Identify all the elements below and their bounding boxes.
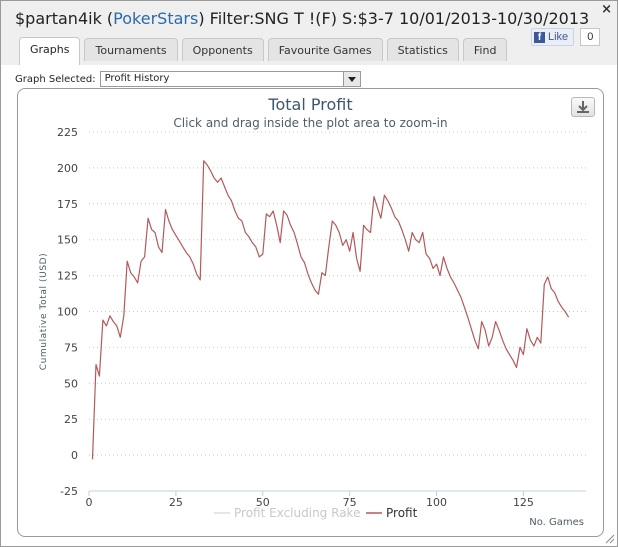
y-tick-label: 100 [57, 306, 78, 319]
y-tick-label: 0 [71, 449, 78, 462]
y-tick-label: 50 [64, 377, 78, 390]
y-tick-label: 175 [57, 198, 78, 211]
filter-text: Filter:SNG T !(F) S:$3-7 10/01/2013-10/3… [209, 9, 590, 28]
x-tick-label: 50 [256, 496, 270, 509]
y-tick-label: 200 [57, 162, 78, 175]
tab-statistics[interactable]: Statistics [386, 38, 459, 61]
site-name[interactable]: PokerStars [113, 9, 199, 28]
facebook-like-button[interactable]: f Like [531, 28, 575, 46]
tab-tournaments[interactable]: Tournaments [84, 38, 178, 61]
tab-bar: Graphs Tournaments Opponents Favourite G… [19, 37, 511, 65]
window-header: $partan4ik (PokerStars) Filter:SNG T !(F… [1, 1, 617, 65]
facebook-logo-icon: f [534, 31, 545, 43]
profit-chart[interactable]: -25 0 25 50 75 100 125 150 175 200 225 0 25 50 75 100 12… [18, 89, 603, 536]
tab-opponents[interactable]: Opponents [181, 38, 264, 61]
tab-graphs[interactable]: Graphs [19, 37, 81, 65]
tab-find[interactable]: Find [462, 38, 508, 61]
tab-favourite-games[interactable]: Favourite Games [267, 38, 383, 61]
y-tick-label: 25 [64, 413, 78, 426]
x-tick-label: 0 [86, 496, 93, 509]
close-icon[interactable]: × [601, 2, 612, 17]
y-tick-label: 150 [57, 234, 78, 247]
facebook-like-widget[interactable]: f Like 0 [531, 28, 601, 46]
legend-item-label[interactable]: Profit [386, 506, 418, 520]
graph-select-value: Profit History [104, 73, 170, 84]
graph-selector-row: Graph Selected: Profit History [15, 71, 361, 87]
y-tick-label: -25 [60, 485, 78, 498]
download-icon[interactable] [571, 97, 595, 117]
chart-title: Total Profit [268, 95, 353, 114]
y-tick-label: 225 [57, 126, 78, 139]
x-tick-label: 125 [513, 496, 534, 509]
graph-selector-label: Graph Selected: [15, 73, 96, 85]
x-axis-title: No. Games [529, 517, 584, 528]
x-tick-label: 75 [343, 496, 357, 509]
y-tick-label: 125 [57, 270, 78, 283]
facebook-like-count: 0 [580, 28, 601, 46]
resize-grip-icon[interactable] [605, 534, 615, 544]
graph-select[interactable]: Profit History [99, 71, 361, 87]
chart-container[interactable]: -25 0 25 50 75 100 125 150 175 200 225 0 25 50 75 100 12… [17, 88, 604, 537]
x-tick-label: 100 [426, 496, 447, 509]
legend-item-label[interactable]: Profit Excluding Rake [234, 506, 360, 520]
player-name: $partan4ik [15, 9, 102, 28]
y-axis-title: Cumulative Total (USD) [39, 253, 49, 371]
window-title: $partan4ik (PokerStars) Filter:SNG T !(F… [15, 9, 590, 28]
facebook-like-label: Like [548, 31, 569, 43]
chevron-down-icon[interactable] [342, 72, 360, 86]
series-line-profit [91, 160, 570, 460]
y-tick-label: 75 [64, 341, 78, 354]
chart-subtitle: Click and drag inside the plot area to z… [173, 116, 448, 130]
x-tick-label: 25 [169, 496, 183, 509]
